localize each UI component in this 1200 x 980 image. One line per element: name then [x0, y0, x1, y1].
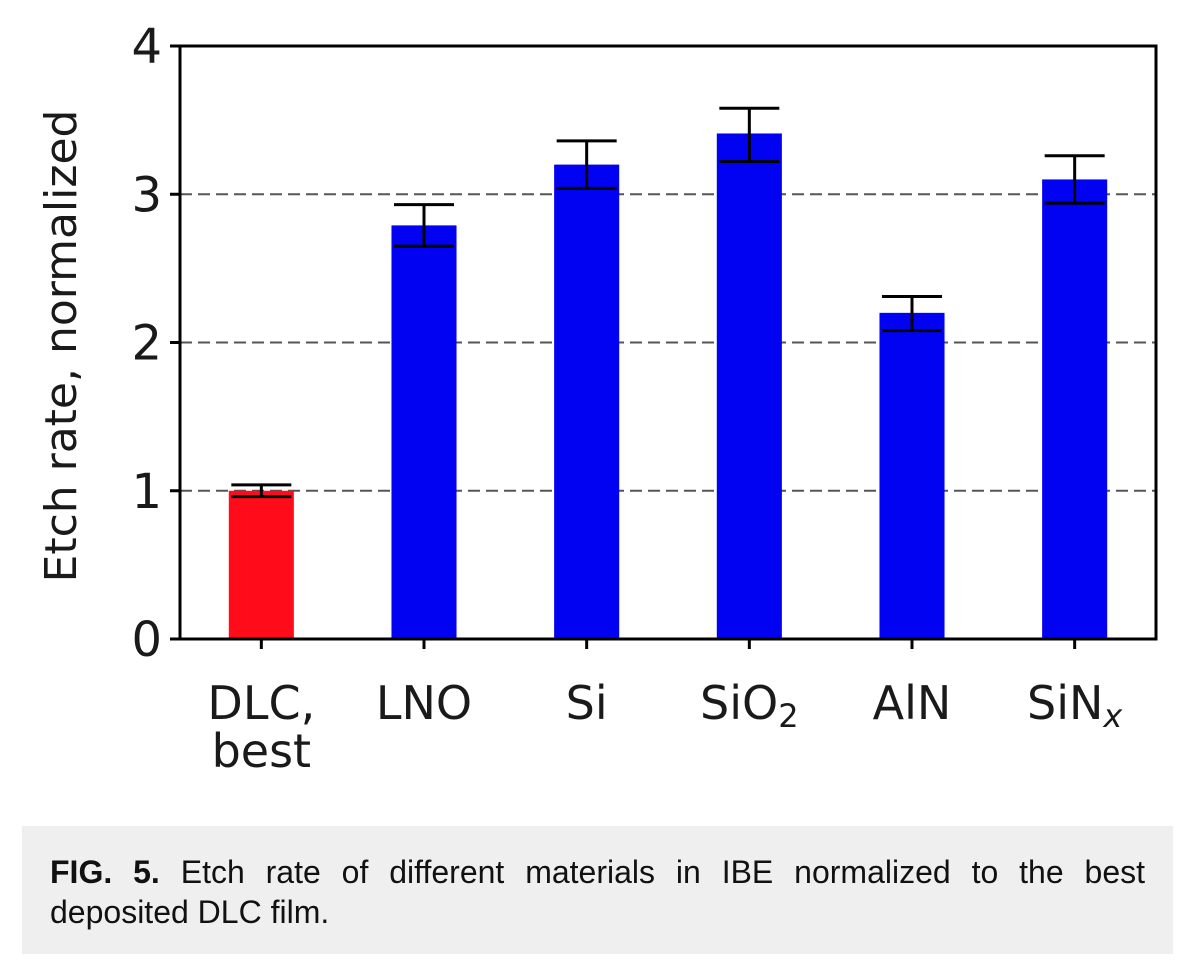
- y-tick-label: 4: [131, 19, 162, 75]
- bar: [716, 133, 782, 639]
- caption-text: Etch rate of different materials in IBE …: [50, 854, 1146, 930]
- x-tick-label: Si: [566, 676, 608, 730]
- error-bars: [231, 106, 1105, 499]
- bar: [391, 225, 457, 639]
- figure-caption: FIG. 5. Etch rate of different materials…: [22, 826, 1173, 954]
- bars: [228, 133, 1108, 640]
- bar: [879, 312, 945, 639]
- y-tick-label: 1: [131, 464, 162, 520]
- x-tick-label: SiO2: [700, 676, 799, 735]
- x-tick-label: SiNx: [1027, 676, 1123, 735]
- x-tick-label: AlN: [873, 676, 952, 730]
- caption-label: FIG. 5.: [50, 854, 160, 890]
- bar: [1042, 179, 1108, 640]
- grid-lines: [180, 193, 1156, 492]
- y-axis-ticks: 0 1 2 3 4: [131, 19, 180, 668]
- y-tick-label: 3: [131, 167, 162, 223]
- x-tick-label: best: [212, 724, 312, 778]
- bar-chart: 0 1 2 3 4 DLC,best LNO Si SiO2 AlN SiNx Etch rate…: [36, 19, 1158, 778]
- y-tick-label: 0: [131, 612, 162, 668]
- bar: [228, 490, 294, 639]
- x-tick-label: LNO: [376, 676, 472, 730]
- x-tick-label: DLC,: [207, 676, 315, 730]
- y-axis-label: Etch rate, normalized: [36, 110, 87, 583]
- x-axis-ticks: DLC,best LNO Si SiO2 AlN SiNx: [207, 639, 1123, 778]
- bar: [554, 164, 620, 639]
- y-tick-label: 2: [131, 316, 162, 372]
